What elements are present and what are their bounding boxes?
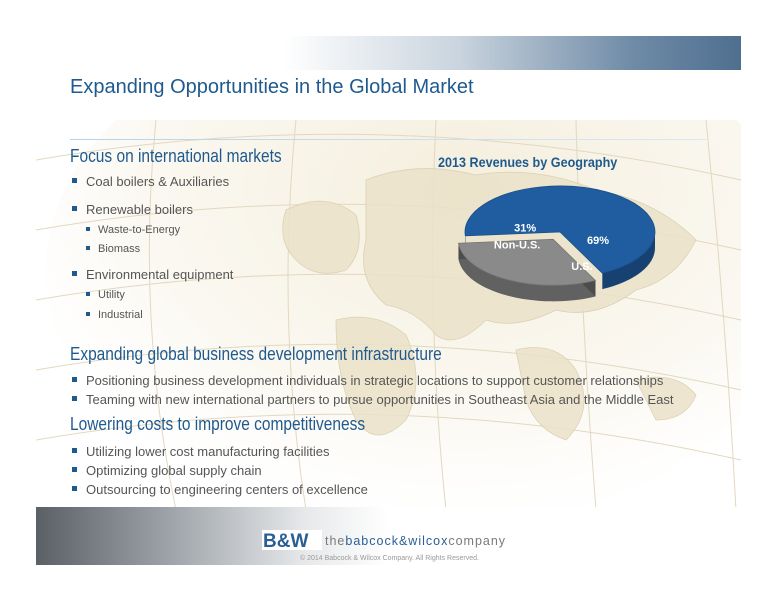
bullet-square-icon — [72, 206, 77, 212]
copyright-notice: © 2014 Babcock & Wilcox Company. All Rig… — [300, 555, 479, 562]
logo-mark: B&W — [263, 531, 308, 550]
wordmark-name: babcock&wilcox — [345, 534, 449, 548]
title-divider — [70, 139, 706, 140]
subbullet-text: Industrial — [98, 309, 143, 321]
bullet-square-icon — [86, 227, 90, 232]
bullet-square-icon — [72, 377, 77, 383]
section-heading-international: Focus on international markets — [70, 146, 282, 166]
footer-gradient-band — [36, 507, 741, 565]
subbullet-industrial: Industrial — [86, 309, 143, 321]
slide-title: Expanding Opportunities in the Global Ma… — [70, 76, 474, 98]
bullet-teaming: Teaming with new international partners … — [72, 392, 674, 407]
chart-title: 2013 Revenues by Geography — [438, 154, 618, 170]
revenue-pie-chart: 69% U.S. 31% Non-U.S. — [458, 185, 656, 302]
pie-slice-side-u-s- — [602, 232, 655, 290]
pie-category-label: Non-U.S. — [494, 239, 540, 251]
bullet-renewable-boilers: Renewable boilers — [72, 202, 193, 217]
bullet-supply-chain: Optimizing global supply chain — [72, 463, 262, 478]
pie-value-label: 69% — [587, 235, 609, 247]
pie-category-label: U.S. — [571, 261, 592, 273]
bullet-square-icon — [86, 312, 90, 317]
bullet-square-icon — [72, 448, 77, 454]
subbullet-text: Waste-to-Energy — [98, 224, 181, 236]
bullet-text: Outsourcing to engineering centers of ex… — [86, 482, 368, 497]
bullet-square-icon — [72, 396, 77, 402]
subbullet-text: Biomass — [98, 243, 141, 255]
bullet-square-icon — [72, 271, 77, 277]
pie-slice-non-u-s- — [458, 238, 597, 286]
pie-slice-u-s- — [464, 185, 656, 274]
bullet-text: Renewable boilers — [86, 202, 193, 217]
subbullet-utility: Utility — [86, 289, 125, 301]
subbullet-biomass: Biomass — [86, 243, 140, 255]
section-heading-business-development: Expanding global business development in… — [70, 344, 442, 364]
bullet-square-icon — [86, 292, 90, 297]
subbullet-waste-to-energy: Waste-to-Energy — [86, 224, 180, 236]
bullet-positioning: Positioning business development individ… — [72, 373, 663, 388]
company-wordmark: thebabcock&wilcoxcompany — [325, 534, 506, 548]
subbullet-text: Utility — [98, 289, 125, 301]
pie-slice-side-non-u-s- — [458, 243, 596, 302]
bw-logo: B&W — [262, 530, 322, 550]
bullet-text: Utilizing lower cost manufacturing facil… — [86, 444, 330, 459]
bullet-coal-boilers: Coal boilers & Auxiliaries — [72, 174, 229, 189]
bullet-square-icon — [72, 467, 77, 473]
bullet-text: Coal boilers & Auxiliaries — [86, 174, 230, 189]
bullet-text: Positioning business development individ… — [86, 373, 664, 388]
bullet-text: Optimizing global supply chain — [86, 463, 262, 478]
pie-value-label: 31% — [514, 222, 536, 234]
bullet-square-icon — [72, 486, 77, 492]
bullet-text: Environmental equipment — [86, 267, 234, 282]
wordmark-prefix: the — [325, 534, 346, 548]
bullet-outsourcing: Outsourcing to engineering centers of ex… — [72, 482, 368, 497]
header-gradient-band — [36, 36, 741, 70]
section-heading-lowering-costs: Lowering costs to improve competitivenes… — [70, 414, 366, 434]
bullet-environmental-equipment: Environmental equipment — [72, 267, 233, 282]
bullet-text: Teaming with new international partners … — [86, 392, 674, 407]
wordmark-suffix: company — [448, 534, 507, 548]
bullet-lower-cost-manufacturing: Utilizing lower cost manufacturing facil… — [72, 444, 329, 459]
bullet-square-icon — [86, 246, 90, 251]
bullet-square-icon — [72, 178, 77, 184]
